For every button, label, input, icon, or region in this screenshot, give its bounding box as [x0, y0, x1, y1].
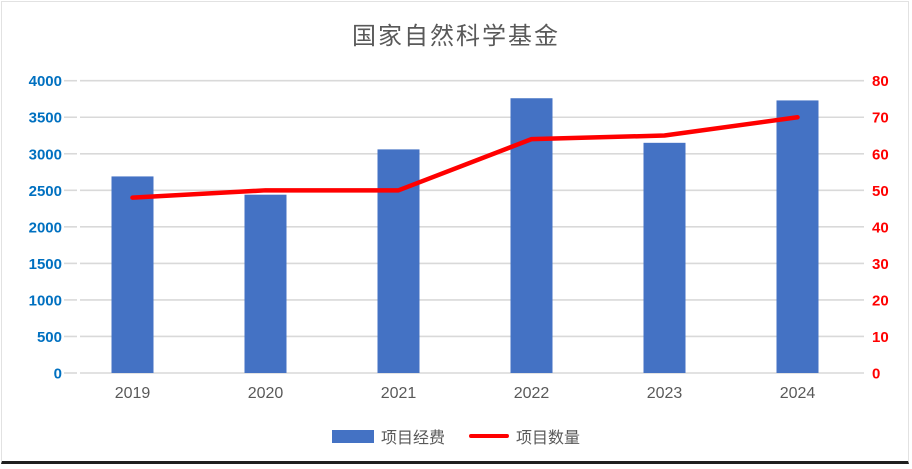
left-axis-label: 2000	[29, 219, 62, 236]
legend-line-label: 项目数量	[516, 430, 581, 447]
bar-2020[interactable]	[244, 194, 287, 373]
legend: 项目经费 项目数量	[0, 424, 912, 448]
x-axis-label-2019: 2019	[115, 385, 151, 402]
legend-item-line-series[interactable]: 项目数量	[469, 424, 580, 448]
line-series-swatch-icon	[469, 434, 509, 438]
legend-item-bar-series[interactable]: 项目经费	[331, 424, 445, 448]
right-axis-label: 50	[872, 183, 889, 200]
left-axis-label: 3000	[29, 146, 62, 163]
left-axis-label: 1500	[29, 256, 62, 273]
left-axis-label: 4000	[29, 73, 62, 90]
left-axis-label: 3500	[29, 110, 62, 127]
right-axis-label: 30	[872, 256, 889, 273]
x-axis-label-2023: 2023	[647, 385, 683, 402]
right-axis-label: 70	[872, 110, 889, 127]
bar-2019[interactable]	[111, 176, 154, 373]
right-axis-label: 40	[872, 219, 889, 236]
left-axis-label: 1000	[29, 292, 62, 309]
left-axis-label: 0	[54, 366, 62, 383]
line-series[interactable]	[130, 114, 800, 200]
right-axis-label: 10	[872, 329, 889, 346]
left-axis-label: 2500	[29, 183, 62, 200]
bar-2023[interactable]	[643, 142, 686, 373]
bar-series-swatch-icon	[331, 429, 374, 443]
x-axis-label-2022: 2022	[514, 385, 550, 402]
left-axis-label: 500	[37, 329, 62, 346]
right-axis-label: 60	[872, 146, 889, 163]
right-axis-label: 0	[872, 366, 880, 383]
bar-2024[interactable]	[776, 100, 819, 374]
right-axis-label: 80	[872, 73, 889, 90]
x-axis-label-2024: 2024	[780, 385, 816, 402]
right-axis-label: 20	[872, 292, 889, 309]
legend-bar-label: 项目经费	[380, 430, 445, 447]
x-axis-label-2020: 2020	[248, 385, 284, 402]
x-axis-label-2021: 2021	[381, 385, 417, 402]
chart-title[interactable]: 国家自然科学基金	[352, 23, 560, 50]
